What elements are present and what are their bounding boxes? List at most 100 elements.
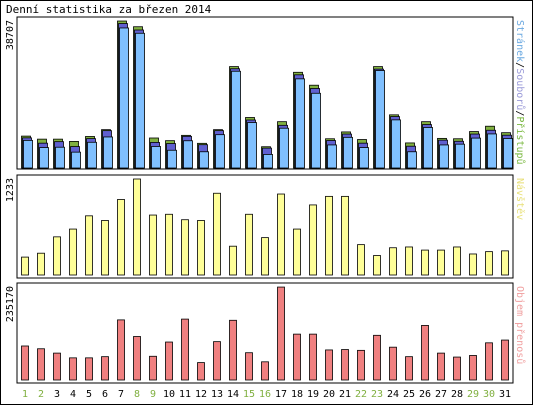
day-label-10: 10 — [163, 389, 175, 400]
panel-1-legend: Stránek/Souborů/Přístupů — [514, 20, 526, 165]
pages-bar-3 — [55, 146, 65, 169]
pages-bar-13 — [215, 134, 225, 169]
panel-2-ymax-label: 1233 — [5, 178, 16, 202]
pages-bar-10 — [167, 149, 177, 169]
pages-bar-19 — [311, 92, 321, 169]
transfer-bar-15 — [245, 352, 253, 381]
transfer-bar-11 — [181, 318, 189, 381]
transfer-bar-29 — [469, 355, 477, 381]
visits-bar-28 — [453, 246, 461, 276]
day-label-1: 1 — [22, 389, 28, 400]
day-label-7: 7 — [118, 389, 124, 400]
visits-bar-14 — [229, 245, 237, 276]
visits-bar-17 — [277, 193, 285, 276]
day-label-5: 5 — [86, 389, 92, 400]
transfer-bar-6 — [101, 356, 109, 381]
day-label-9: 9 — [150, 389, 156, 400]
panel-1-ymax-label: 38707 — [5, 20, 16, 50]
visits-bar-31 — [501, 250, 509, 276]
chart-title: Denní statistika za březen 2014 — [6, 3, 212, 16]
visits-bar-9 — [149, 214, 157, 276]
transfer-bar-25 — [405, 356, 413, 381]
visits-bar-16 — [261, 237, 269, 276]
transfer-bar-7 — [117, 319, 125, 381]
transfer-bar-2 — [37, 348, 45, 381]
visits-bar-23 — [373, 255, 381, 276]
transfer-bar-3 — [53, 352, 61, 381]
visits-bar-29 — [469, 253, 477, 276]
visits-bar-10 — [165, 213, 173, 276]
pages-bar-14 — [231, 70, 241, 169]
pages-bar-27 — [439, 144, 449, 169]
pages-bar-7 — [119, 27, 129, 169]
day-label-25: 25 — [403, 389, 415, 400]
transfer-bar-31 — [501, 339, 509, 381]
visits-bar-3 — [53, 236, 61, 276]
pages-bar-1 — [23, 139, 33, 169]
day-label-19: 19 — [307, 389, 319, 400]
day-label-29: 29 — [467, 389, 479, 400]
day-label-4: 4 — [70, 389, 76, 400]
pages-bar-28 — [455, 143, 465, 169]
visits-bar-7 — [117, 199, 125, 276]
pages-bar-17 — [279, 127, 289, 169]
visits-bar-12 — [197, 220, 205, 276]
pages-bar-12 — [199, 151, 209, 169]
day-label-20: 20 — [323, 389, 335, 400]
pages-bar-24 — [391, 119, 401, 169]
transfer-bar-27 — [437, 352, 445, 381]
visits-bar-20 — [325, 195, 333, 276]
pages-bar-8 — [135, 32, 145, 169]
transfer-bar-12 — [197, 362, 205, 381]
transfer-bar-1 — [21, 345, 29, 381]
day-label-6: 6 — [102, 389, 108, 400]
pages-bar-15 — [247, 122, 257, 169]
day-label-31: 31 — [499, 389, 511, 400]
pages-bar-9 — [151, 146, 161, 169]
day-label-14: 14 — [227, 389, 239, 400]
panel-3-legend: Objem přenosů — [514, 286, 526, 364]
transfer-bar-19 — [309, 333, 317, 381]
visits-bar-21 — [341, 195, 349, 276]
day-label-12: 12 — [195, 389, 207, 400]
transfer-bar-8 — [133, 336, 141, 381]
day-label-16: 16 — [259, 389, 271, 400]
visits-bar-24 — [389, 247, 397, 276]
day-label-2: 2 — [38, 389, 44, 400]
pages-bar-5 — [87, 141, 97, 169]
visits-bar-2 — [37, 252, 45, 276]
visits-bar-13 — [213, 192, 221, 276]
day-label-8: 8 — [134, 389, 140, 400]
visits-bar-8 — [133, 178, 141, 276]
visits-bar-18 — [293, 228, 301, 276]
visits-bar-26 — [421, 249, 429, 276]
transfer-bar-28 — [453, 356, 461, 381]
pages-bar-16 — [263, 154, 273, 169]
transfer-bar-22 — [357, 349, 365, 381]
visits-bar-5 — [85, 215, 93, 276]
visits-bar-27 — [437, 249, 445, 276]
day-label-22: 22 — [355, 389, 367, 400]
panel-2-legend: Návštěv — [514, 178, 526, 220]
transfer-bar-30 — [485, 342, 493, 381]
pages-bar-30 — [487, 133, 497, 169]
pages-bar-18 — [295, 78, 305, 169]
pages-bar-11 — [183, 140, 193, 169]
transfer-bar-18 — [293, 333, 301, 381]
pages-bar-31 — [503, 138, 513, 169]
transfer-bar-5 — [85, 357, 93, 381]
visits-bar-6 — [101, 220, 109, 276]
day-label-13: 13 — [211, 389, 223, 400]
day-label-28: 28 — [451, 389, 463, 400]
pages-bar-6 — [103, 136, 113, 169]
day-label-24: 24 — [387, 389, 399, 400]
transfer-bar-26 — [421, 325, 429, 381]
transfer-bar-14 — [229, 319, 237, 381]
visits-bar-22 — [357, 244, 365, 276]
day-label-30: 30 — [483, 389, 495, 400]
pages-bar-21 — [343, 136, 353, 169]
visits-bar-19 — [309, 204, 317, 276]
day-label-23: 23 — [371, 389, 383, 400]
pages-bar-22 — [359, 147, 369, 169]
